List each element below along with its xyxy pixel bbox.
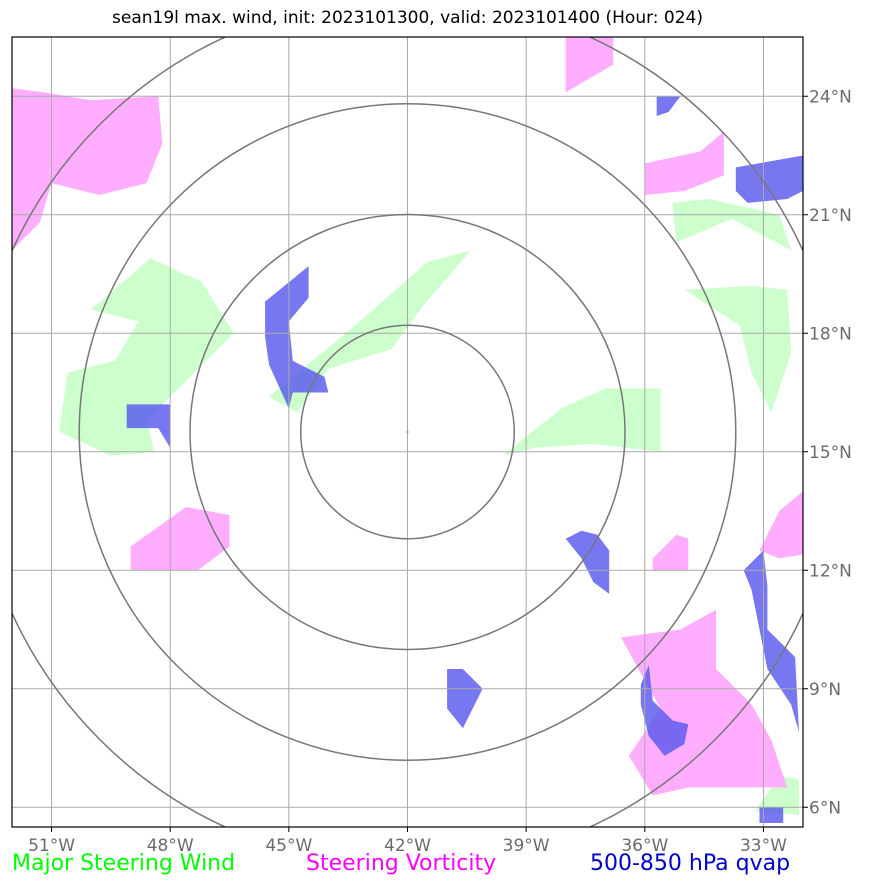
steering-vorticity-region (565, 37, 614, 93)
qvap-region (447, 669, 483, 729)
lon-tick-label: 33°W (740, 836, 787, 856)
lon-tick-label: 42°W (384, 836, 431, 856)
qvap-region (759, 807, 784, 823)
steering-vorticity-region (644, 131, 724, 195)
qvap-region (126, 404, 171, 448)
legend-qvap: 500-850 hPa qvap (590, 851, 791, 876)
lat-tick-label: 6°N (809, 798, 841, 818)
lat-tick-label: 12°N (809, 561, 852, 581)
graticule (12, 37, 803, 827)
lat-tick-label: 15°N (809, 443, 852, 463)
lon-tick-label: 51°W (28, 836, 75, 856)
legend-steering-vorticity: Steering Vorticity (306, 851, 497, 876)
qvap-region (656, 96, 681, 116)
lon-tick-label: 48°W (147, 836, 194, 856)
steering-vorticity-region (652, 534, 689, 571)
lat-tick-label: 24°N (809, 87, 852, 107)
steering-vorticity-region (12, 88, 163, 251)
steering-vorticity-region (130, 507, 230, 571)
qvap-region (735, 155, 803, 203)
steering-wind-region (502, 388, 661, 456)
qvap-region (565, 530, 610, 594)
storm-center-marker (406, 431, 409, 433)
range-ring (189, 213, 626, 651)
lat-tick-label: 9°N (809, 680, 841, 700)
qvap-region (743, 550, 799, 733)
axis-ticks: 51°W 48°W 45°W 42°W 39°W 36°W 33°W 6°N 9°N 12°N 15… (28, 87, 852, 856)
range-rings (12, 37, 803, 827)
steering-wind-region (684, 285, 792, 413)
steering-vorticity-region (759, 491, 803, 559)
lat-tick-label: 21°N (809, 206, 852, 226)
qvap-region (640, 665, 689, 756)
range-ring (299, 324, 516, 540)
steering-wind-region (672, 199, 792, 251)
lon-tick-label: 36°W (621, 836, 668, 856)
legend-steering-wind: Major Steering Wind (12, 851, 236, 876)
qvap-region (265, 266, 329, 409)
lon-tick-label: 45°W (265, 836, 312, 856)
range-ring (78, 102, 737, 762)
lat-tick-label: 18°N (809, 324, 852, 344)
map-title: sean19l max. wind, init: 2023101300, val… (112, 8, 703, 28)
steering-wind-region (755, 775, 799, 816)
lon-tick-label: 39°W (503, 836, 550, 856)
